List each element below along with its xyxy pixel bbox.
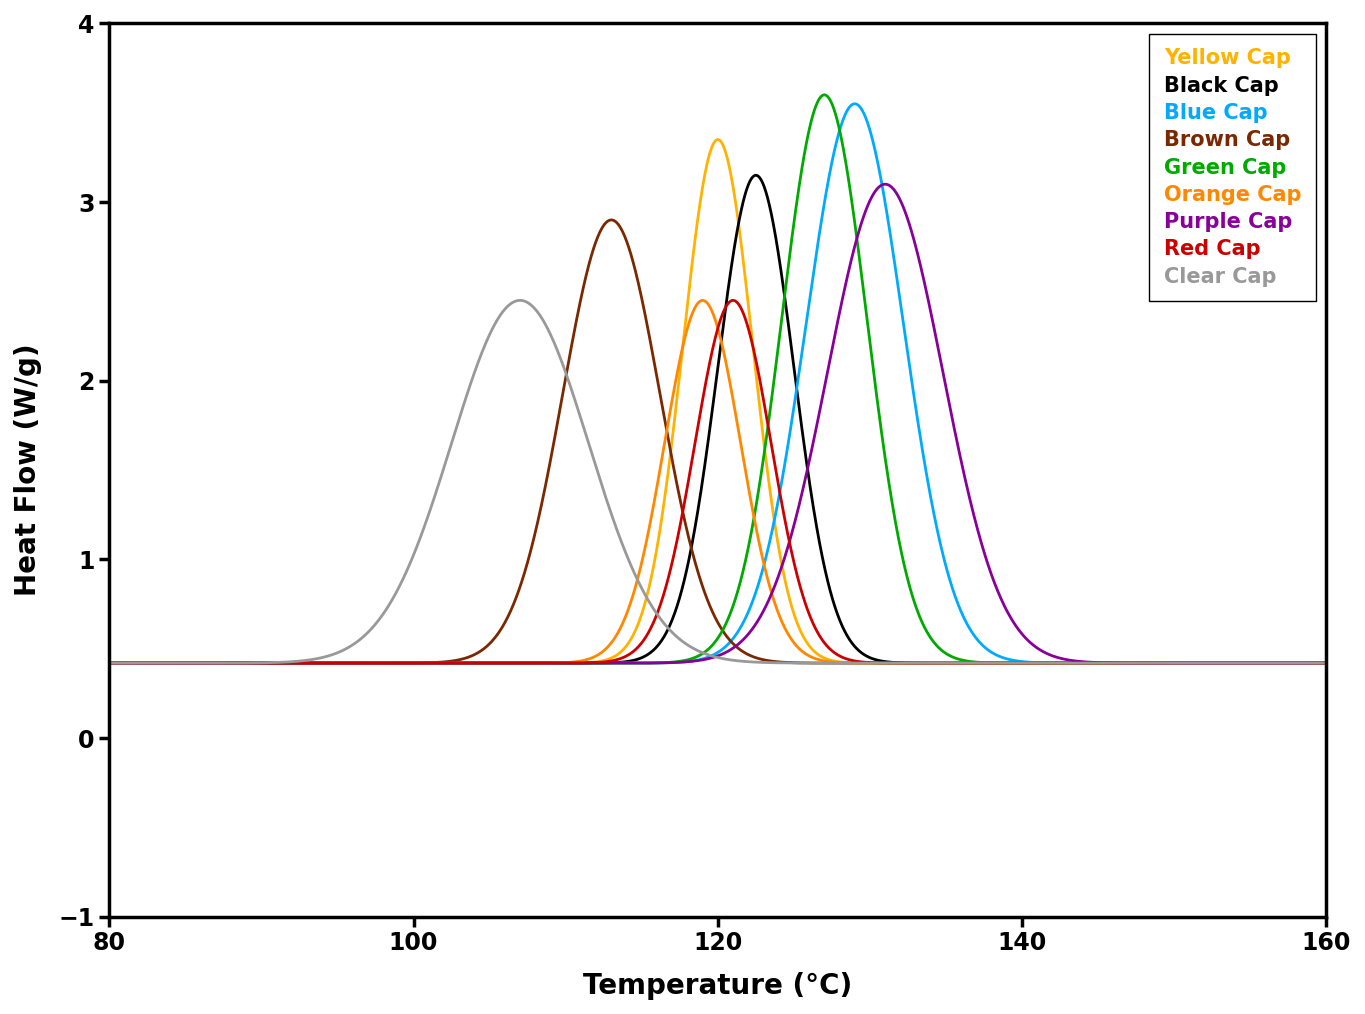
Legend: Yellow Cap, Black Cap, Blue Cap, Brown Cap, Green Cap, Orange Cap, Purple Cap, R: Yellow Cap, Black Cap, Blue Cap, Brown C… (1149, 33, 1316, 301)
Y-axis label: Heat Flow (W/g): Heat Flow (W/g) (14, 344, 42, 596)
X-axis label: Temperature (°C): Temperature (°C) (583, 972, 853, 1000)
